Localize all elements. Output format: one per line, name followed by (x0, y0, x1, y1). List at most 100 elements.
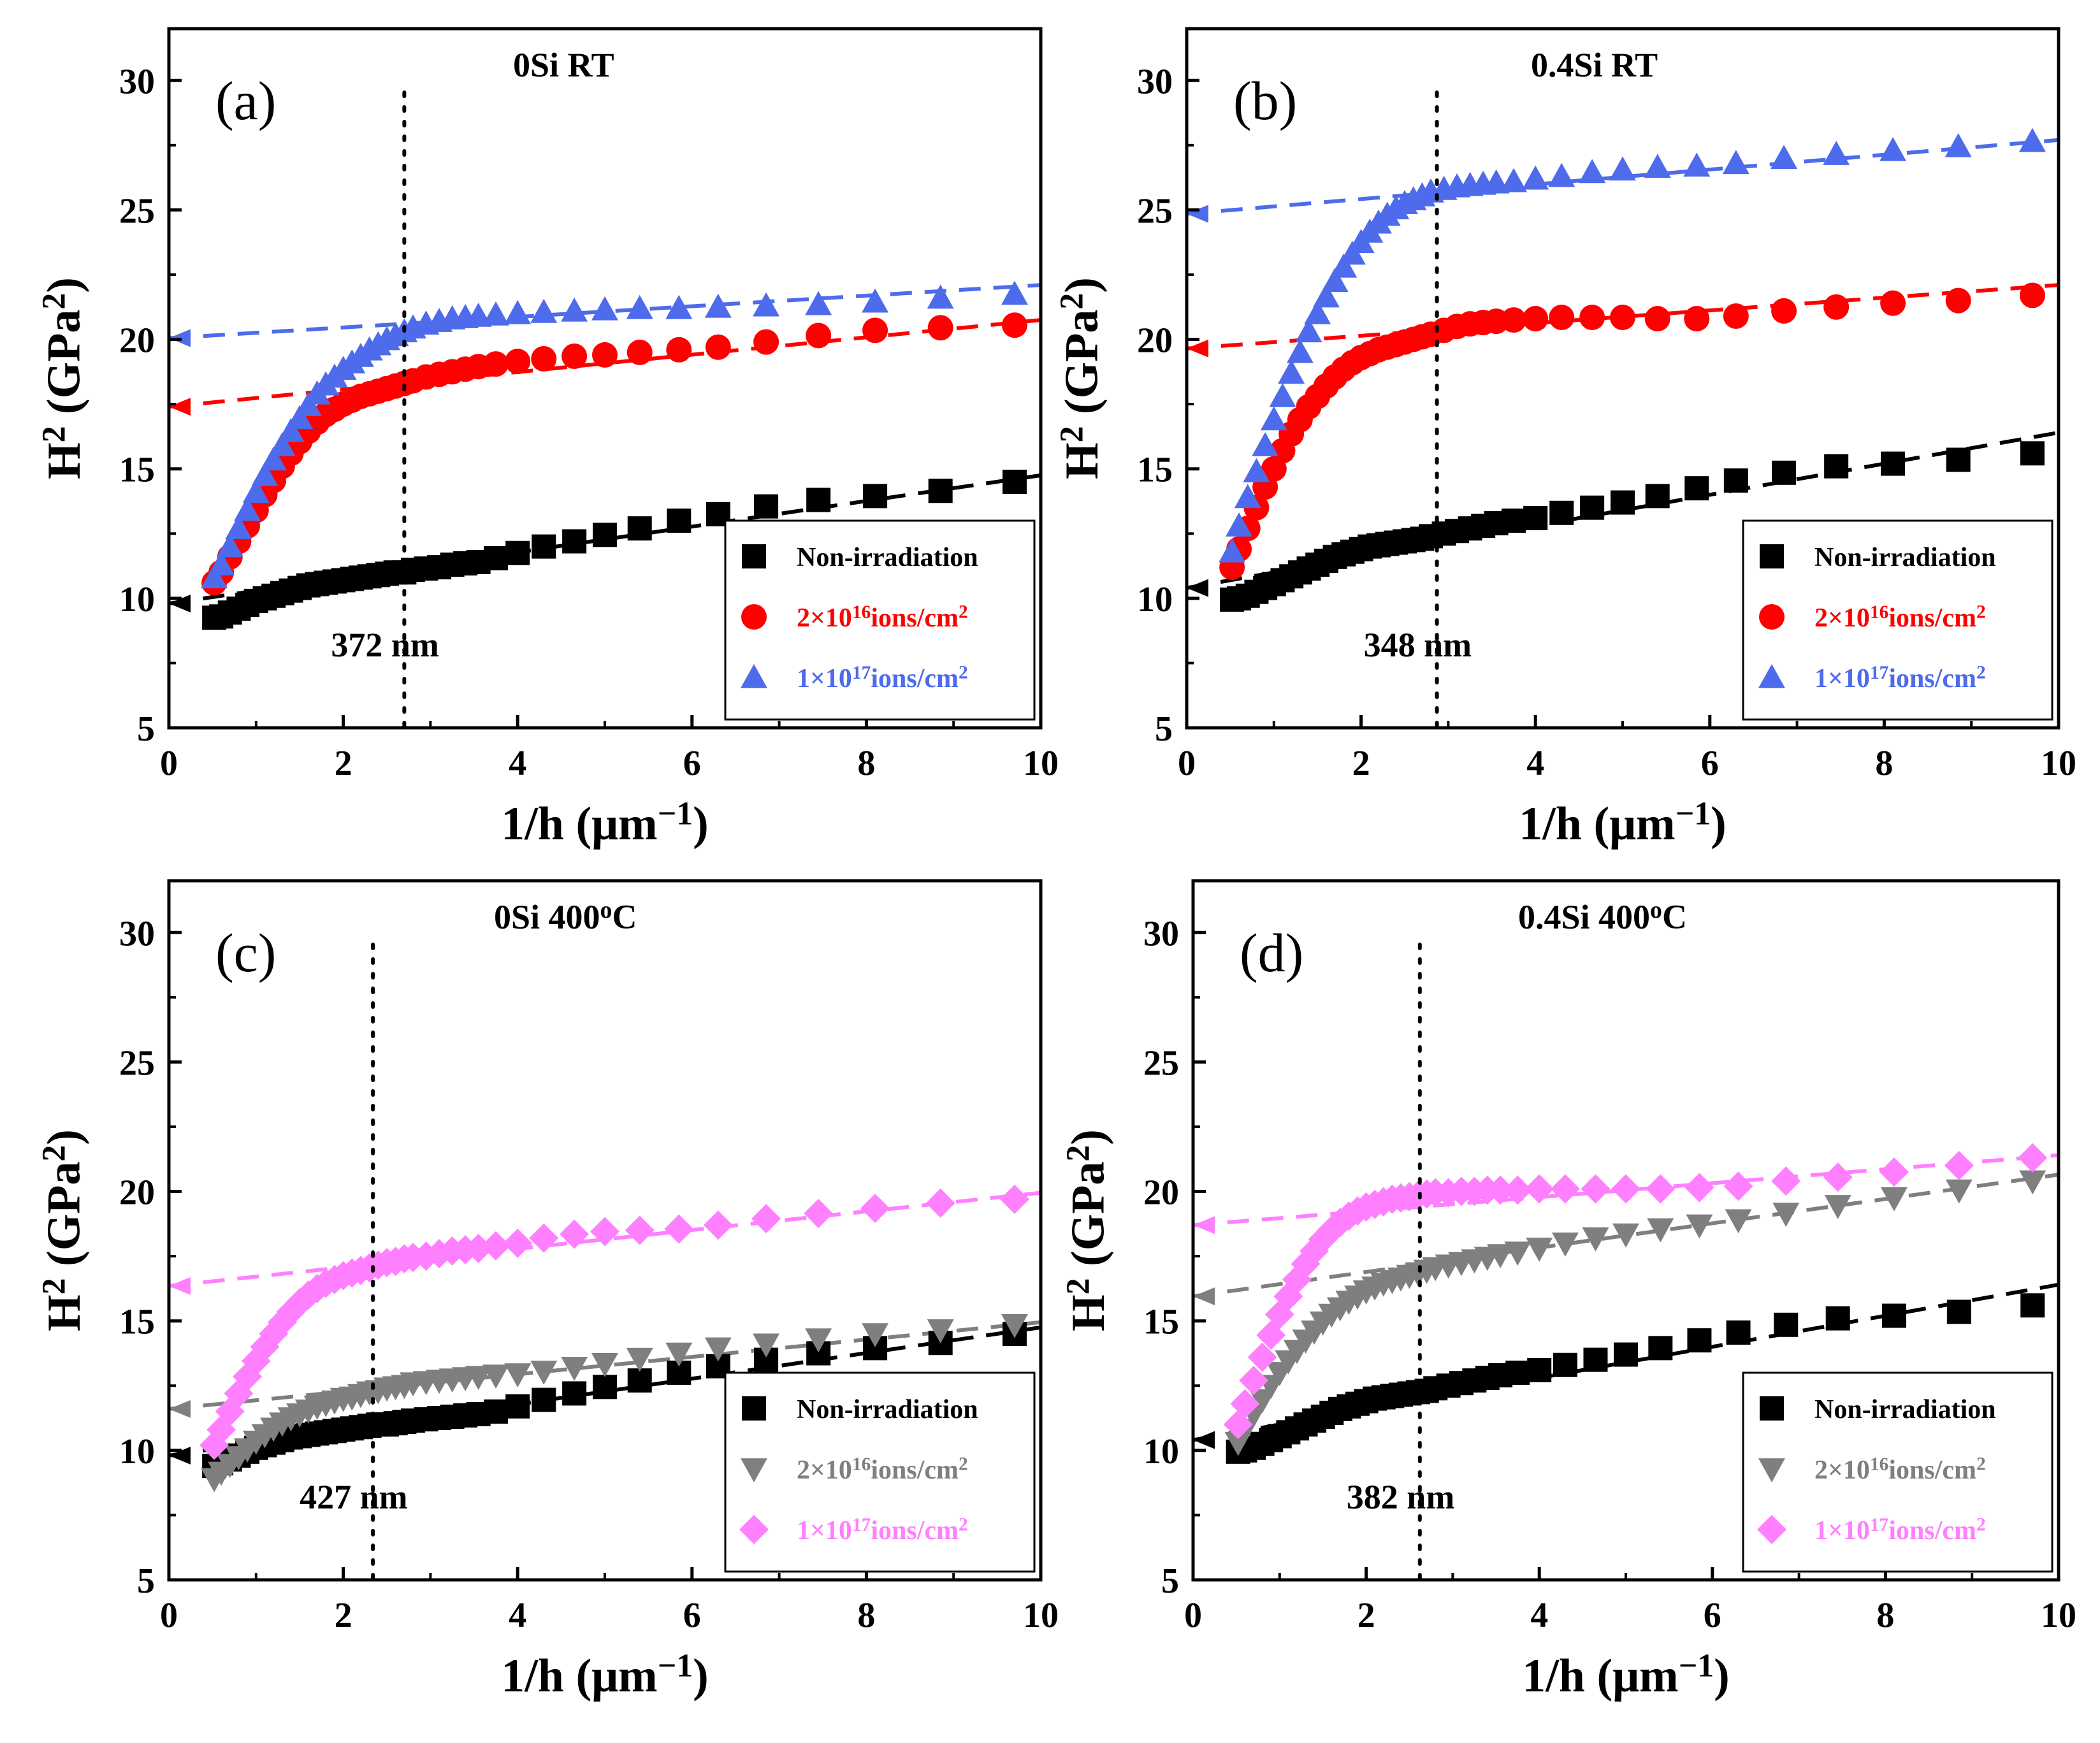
series-2-point (1582, 1227, 1609, 1252)
x-axis-label-part: ) (1714, 1650, 1730, 1702)
cutoff-label: 382 nm (1347, 1478, 1455, 1516)
x-axis-label-part: −1 (658, 1648, 693, 1684)
series-1-point (1580, 495, 1605, 520)
legend-marker-1 (742, 1396, 766, 1421)
series-3-point (234, 496, 261, 521)
series-2-point (465, 1366, 492, 1391)
x-axis-label: 1/h (μm−1) (1519, 796, 1727, 850)
series-1-point (1881, 451, 1906, 476)
y-axis-label-group: H2 (GPa2) (36, 277, 91, 479)
series-2-point (1612, 1223, 1639, 1248)
legend-label-3-part: 17 (1870, 1515, 1888, 1535)
y-tick-label: 25 (119, 191, 155, 231)
series-3-point (1278, 359, 1305, 384)
series-3-point (225, 515, 252, 539)
series-2-point (1723, 303, 1749, 329)
series-3-point (463, 1233, 493, 1263)
legend-label-3: 1×1017ions/cm2 (797, 1515, 968, 1545)
series-3-point (664, 1214, 694, 1244)
series-3-point (1295, 318, 1322, 343)
series-3-point (1771, 1166, 1801, 1196)
y-tick-label: 10 (119, 1432, 155, 1472)
y-axis-label-part: H (38, 442, 91, 479)
series-3-point (1312, 283, 1340, 308)
legend-label-2-part: 2 (959, 1454, 968, 1475)
series-3-point (704, 293, 732, 318)
series-2-point (1504, 1241, 1532, 1266)
series-3-point (1579, 159, 1606, 184)
panel-tag: (c) (215, 922, 276, 983)
legend-label-3: 1×1017ions/cm2 (797, 663, 968, 693)
legend-label-3-part: 1×10 (1814, 1516, 1870, 1545)
legend-label-2-part: ions/cm (871, 604, 959, 633)
panel-title-part: o (1650, 897, 1662, 923)
series-2-point (1945, 287, 1971, 314)
series-2-point (862, 1323, 889, 1348)
fit-arrow-2 (1193, 1287, 1215, 1306)
fit-arrow-1 (1193, 1431, 1215, 1449)
x-axis-label-part: −1 (1676, 796, 1711, 832)
panel-tag: (b) (1233, 70, 1297, 131)
x-tick-label: 0 (1178, 744, 1196, 783)
series-3-point (1234, 484, 1261, 509)
x-tick-label: 10 (1023, 1596, 1059, 1635)
series-1-point (1614, 1342, 1638, 1367)
panel-title-part: 0.4Si 400 (1518, 898, 1650, 936)
y-tick-label: 5 (1155, 709, 1173, 749)
series-3-point (1723, 1171, 1753, 1201)
series-1-point (505, 1394, 530, 1419)
cutoff-label: 427 nm (300, 1478, 408, 1516)
series-3-point (1522, 165, 1549, 190)
series-1-point (1553, 1352, 1577, 1377)
x-tick-label: 8 (1875, 744, 1893, 783)
series-1-point (1549, 500, 1574, 525)
series-1-point (1583, 1347, 1608, 1372)
legend-label-1: Non-irradiation (1814, 543, 1996, 572)
y-axis-label-part: 2 (1054, 426, 1090, 443)
y-tick-label: 15 (1137, 451, 1173, 490)
y-axis-label-part: (GPa (1056, 310, 1108, 426)
series-3-point (1247, 1342, 1277, 1372)
x-tick-label: 4 (509, 744, 526, 783)
legend-marker-2 (741, 1458, 767, 1482)
series-1-point (2020, 1293, 2045, 1318)
legend-marker-3 (1757, 1515, 1786, 1544)
series-2-point (1647, 1218, 1674, 1243)
legend-label-3-part: 1×10 (797, 664, 852, 693)
y-tick-label: 5 (137, 709, 155, 749)
series-1-point (667, 508, 692, 533)
y-axis-label-part: (GPa (38, 1162, 91, 1278)
legend-label-2-part: 2×10 (797, 1456, 852, 1485)
series-3-point (1001, 280, 1028, 305)
series-1-point (1523, 505, 1548, 530)
series-2-point (561, 343, 588, 369)
series-3-point (1252, 432, 1279, 456)
y-axis-label-group: H2 (GPa2) (36, 1129, 91, 1331)
legend-label-3-part: 2 (1976, 663, 1986, 683)
series-1-point (806, 488, 831, 512)
legend-label-2-part: 2×10 (797, 604, 852, 633)
x-axis-label-part: ) (1711, 798, 1727, 850)
series-3-point (1243, 458, 1270, 482)
y-axis-label-part: 2 (36, 1145, 72, 1162)
legend-label-2-part: ions/cm (1888, 1456, 1976, 1485)
y-tick-label: 15 (119, 451, 155, 490)
x-tick-label: 4 (1530, 1596, 1548, 1635)
series-1-point (928, 479, 953, 503)
legend-label-3-part: 1×10 (1814, 664, 1870, 693)
series-1-point (1684, 476, 1709, 501)
legend-label-2: 2×1016ions/cm2 (1814, 602, 1986, 633)
series-1-point (484, 1399, 508, 1424)
series-3-point (1524, 1174, 1554, 1204)
y-tick-label: 10 (1137, 580, 1173, 619)
x-tick-label: 6 (1704, 1596, 1721, 1635)
y-axis-label: H2 (GPa2) (36, 1129, 91, 1331)
series-3-point (1503, 1175, 1533, 1205)
x-axis-label-part: −1 (658, 796, 693, 832)
series-3-point (591, 296, 618, 321)
